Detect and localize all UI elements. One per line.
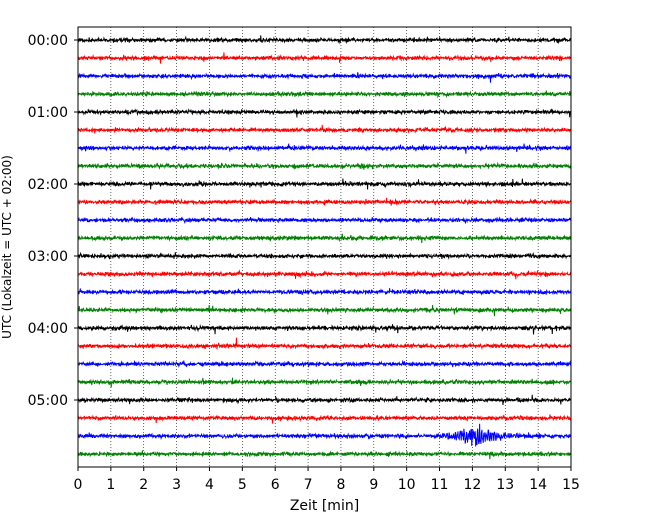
x-tick-label-3: 3 [172,477,181,493]
y-axis: 00:00 01:00 02:00 03:00 04:00 05:00 [28,33,78,409]
trace-00:45 [77,90,572,99]
trace-02:45 [77,233,572,243]
y-tick-label-01:00: 01:00 [28,105,68,121]
grid-lines [110,27,539,467]
x-tick-label-5: 5 [238,477,247,493]
x-tick-label-7: 7 [304,477,313,493]
trace-01:30 [77,143,572,154]
x-tick-label-9: 9 [369,477,378,493]
x-tick-label-10: 10 [398,477,416,493]
y-tick-label-04:00: 04:00 [28,321,68,337]
trace-01:15 [77,124,572,134]
trace-00:00 [77,35,572,45]
y-tick-label-00:00: 00:00 [28,33,68,49]
plot-frame [77,26,572,468]
trace-04:15 [77,337,572,351]
x-tick-label-0: 0 [74,477,83,493]
trace-03:15 [77,269,572,280]
trace-04:45 [77,377,572,388]
y-tick-label-05:00: 05:00 [28,393,68,409]
y-tick-label-02:00: 02:00 [28,177,68,193]
trace-04:30 [77,359,572,368]
trace-02:00 [77,178,572,190]
trace-00:30 [77,72,572,83]
trace-03:00 [77,251,572,260]
x-tick-label-11: 11 [431,477,449,493]
trace-01:45 [77,161,572,170]
x-axis: 0 1 2 3 4 5 6 7 8 9 10 11 12 13 14 15 [74,467,580,493]
x-tick-label-12: 12 [463,477,481,493]
seismic-traces [77,35,572,460]
trace-05:15 [77,414,572,424]
y-axis-label: UTC (Lokalzeit = UTC + 02:00) [0,155,14,339]
x-tick-label-4: 4 [205,477,214,493]
x-tick-label-2: 2 [139,477,148,493]
trace-05:00 [77,394,572,406]
trace-01:00 [77,108,572,118]
trace-02:15 [77,197,572,206]
trace-00:15 [77,52,572,64]
trace-03:30 [77,288,572,296]
trace-03:45 [77,304,572,317]
y-tick-label-03:00: 03:00 [28,249,68,265]
x-tick-label-6: 6 [271,477,280,493]
x-tick-label-13: 13 [496,477,514,493]
x-axis-label: Zeit [min] [290,498,359,514]
trace-02:30 [77,216,572,225]
trace-04:00 [77,324,572,335]
trace-05:30 [77,423,572,447]
x-tick-label-15: 15 [562,477,580,493]
x-tick-label-1: 1 [106,477,115,493]
trace-05:45 [77,450,572,460]
x-tick-label-14: 14 [529,477,547,493]
x-tick-label-8: 8 [336,477,345,493]
